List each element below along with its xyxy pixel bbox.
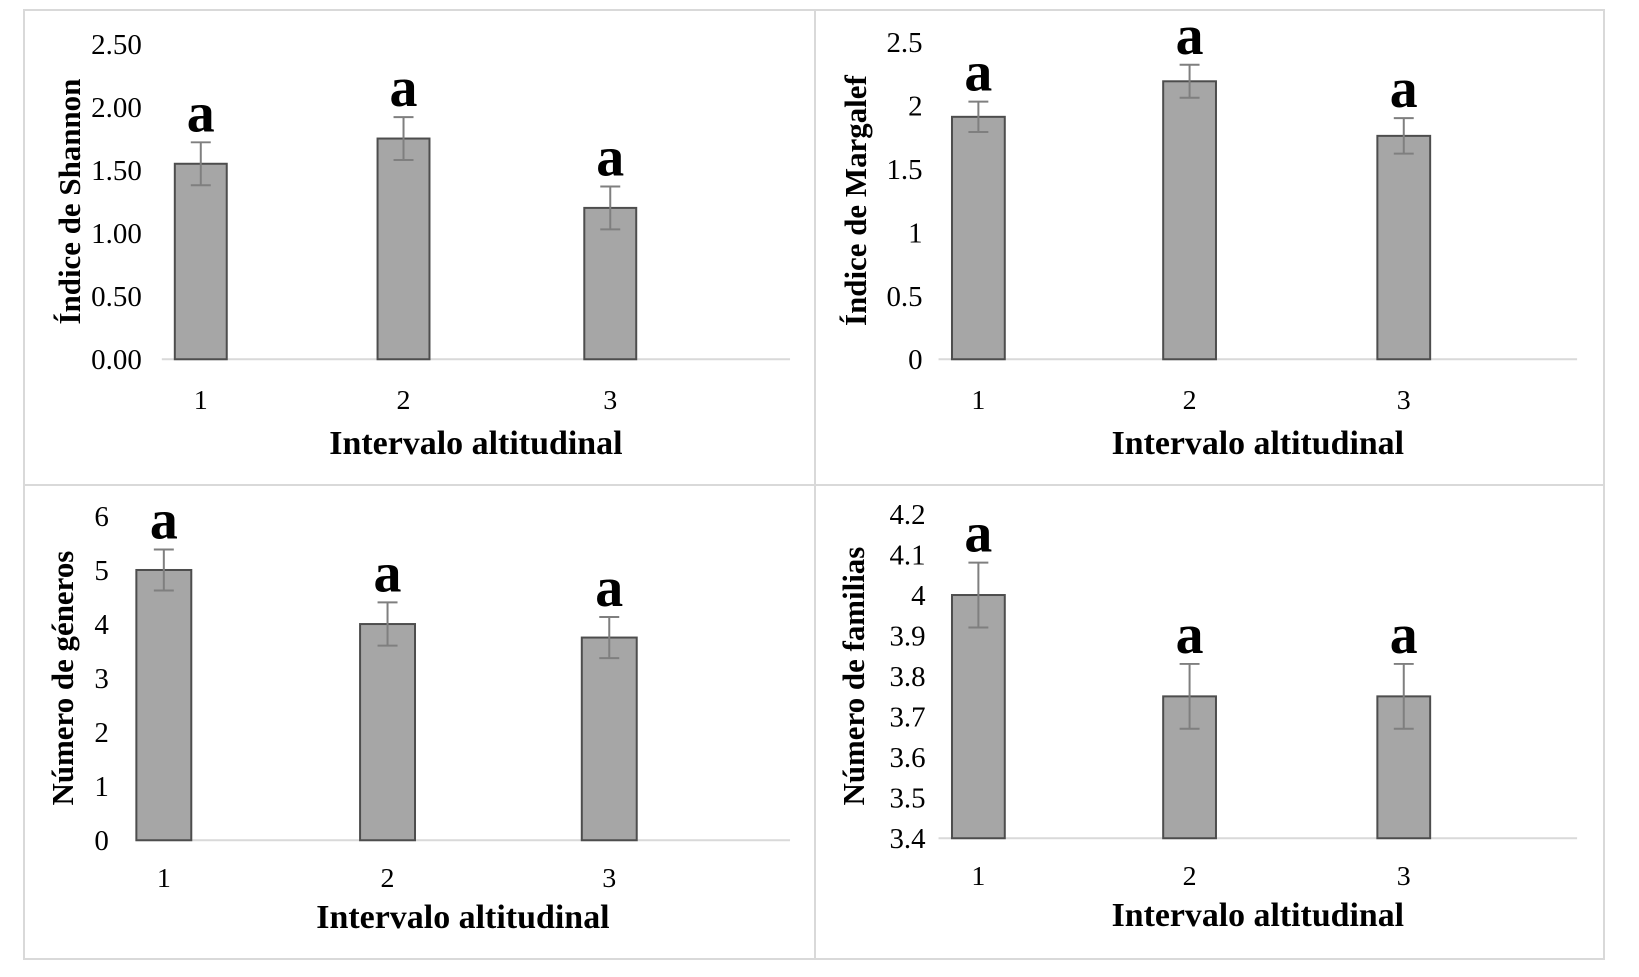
y-axis-title: Número de géneros xyxy=(45,551,80,806)
significance-label: a xyxy=(964,42,992,104)
significance-label: a xyxy=(150,489,178,551)
significance-label: a xyxy=(374,542,402,604)
significance-label: a xyxy=(187,82,215,144)
significance-label: a xyxy=(1390,58,1418,120)
x-axis-category-label: 2 xyxy=(381,863,395,894)
significance-label: a xyxy=(1176,11,1204,67)
y-axis-tick-label: 4.2 xyxy=(889,499,925,531)
significance-label: a xyxy=(1176,604,1204,666)
y-axis-tick-label: 3.4 xyxy=(889,823,925,855)
x-axis-title: Intervalo altitudinal xyxy=(316,899,609,936)
bar xyxy=(950,594,1006,840)
y-axis-tick-label: 2 xyxy=(94,717,108,749)
significance-label: a xyxy=(596,127,624,189)
y-axis-tick-label: 1 xyxy=(94,771,108,803)
x-axis-title: Intervalo altitudinal xyxy=(1112,897,1404,934)
chart-panel-shannon: 2.50 2.00 1.50 1.00 0.50 0.00 a a a 1 2 3 Intervalo … xyxy=(23,9,815,485)
y-axis-tick-label: 4.1 xyxy=(889,539,925,571)
bar xyxy=(359,623,417,842)
significance-label: a xyxy=(595,557,623,619)
shannon-chart-svg: 2.50 2.00 1.50 1.00 0.50 0.00 a a a 1 2 3 Intervalo … xyxy=(52,29,791,462)
bar xyxy=(950,115,1006,361)
x-axis-category-label: 2 xyxy=(1183,861,1197,892)
x-axis-category-label: 2 xyxy=(1183,385,1197,416)
y-axis-tick-label: 1.50 xyxy=(91,155,142,187)
margalef-chart-svg: 2.5 2 1.5 1 0.5 0 a a a 1 2 3 Intervalo altitudinal Í… xyxy=(838,11,1578,462)
y-axis-tick-label: 3.8 xyxy=(889,661,925,693)
y-axis-tick-label: 2 xyxy=(908,90,922,122)
significance-label: a xyxy=(964,503,992,565)
y-axis-tick-label: 0 xyxy=(908,344,922,376)
y-axis-tick-label: 0.5 xyxy=(886,281,922,313)
x-axis-category-label: 1 xyxy=(157,863,171,894)
x-axis-category-label: 3 xyxy=(1397,861,1411,892)
x-axis-category-label: 1 xyxy=(971,385,985,416)
y-axis-title: Número de familias xyxy=(836,547,871,806)
chart-panel-generos: 6 5 4 3 2 1 0 a a a 1 2 3 Intervalo altitudinal Número… xyxy=(23,485,815,960)
y-axis-title: Índice de Shannon xyxy=(52,79,87,325)
chart-panel-margalef: 2.5 2 1.5 1 0.5 0 a a a 1 2 3 Intervalo altitudinal Í… xyxy=(815,9,1605,485)
y-axis-tick-label: 4 xyxy=(911,580,925,612)
y-axis-tick-label: 3 xyxy=(94,663,108,695)
y-axis-tick-label: 0.50 xyxy=(91,281,142,313)
x-axis-category-label: 3 xyxy=(1397,385,1411,416)
y-axis-tick-label: 2.5 xyxy=(886,27,922,59)
bar xyxy=(376,137,431,361)
y-axis-tick-label: 4 xyxy=(94,609,109,641)
y-axis-tick-label: 3.7 xyxy=(889,702,925,734)
bar xyxy=(583,206,638,361)
y-axis-tick-label: 5 xyxy=(94,555,108,587)
y-axis-tick-label: 3.9 xyxy=(889,621,925,653)
generos-chart-svg: 6 5 4 3 2 1 0 a a a 1 2 3 Intervalo altitudinal Número… xyxy=(45,489,791,936)
y-axis-tick-label: 0 xyxy=(94,825,108,857)
x-axis-title: Intervalo altitudinal xyxy=(329,425,622,462)
x-axis-category-label: 1 xyxy=(194,385,208,416)
x-axis-category-label: 2 xyxy=(397,385,411,416)
bar xyxy=(173,162,228,361)
figure-grid: 2.50 2.00 1.50 1.00 0.50 0.00 a a a 1 2 3 Intervalo … xyxy=(23,9,1605,960)
bar xyxy=(580,636,638,842)
y-axis-tick-label: 2.00 xyxy=(91,92,142,124)
y-axis-tick-label: 1 xyxy=(908,217,922,249)
y-axis-tick-label: 0.00 xyxy=(91,344,142,376)
chart-panel-familias: 4.2 4.1 4 3.9 3.8 3.7 3.6 3.5 3.4 a a a 1 2 3 Intervalo… xyxy=(815,485,1605,960)
y-axis-tick-label: 3.6 xyxy=(889,742,925,774)
x-axis-category-label: 1 xyxy=(971,861,985,892)
y-axis-tick-label: 1.00 xyxy=(91,218,142,250)
bar xyxy=(135,568,193,842)
y-axis-title: Índice de Margalef xyxy=(838,75,873,326)
familias-chart-svg: 4.2 4.1 4 3.9 3.8 3.7 3.6 3.5 3.4 a a a 1 2 3 Intervalo… xyxy=(836,499,1578,934)
bar xyxy=(1162,80,1217,361)
x-axis-title: Intervalo altitudinal xyxy=(1112,425,1404,462)
y-axis-tick-label: 6 xyxy=(94,501,108,533)
significance-label: a xyxy=(1390,604,1418,666)
bar xyxy=(1376,134,1432,361)
y-axis-tick-label: 2.50 xyxy=(91,29,142,61)
x-axis-category-label: 3 xyxy=(602,863,616,894)
x-axis-category-label: 3 xyxy=(603,385,617,416)
significance-label: a xyxy=(390,57,418,119)
y-axis-tick-label: 1.5 xyxy=(886,154,922,186)
y-axis-tick-label: 3.5 xyxy=(889,783,925,815)
